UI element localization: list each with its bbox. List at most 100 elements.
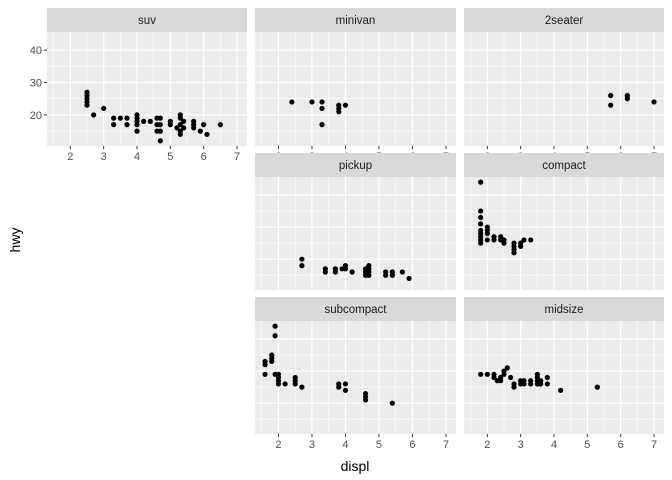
data-point xyxy=(342,387,349,393)
facet-strip-label: compact xyxy=(542,160,586,172)
facet-strip-label: minivan xyxy=(336,15,376,27)
x-tick-label: 4 xyxy=(551,439,557,451)
facet-strip-label: suv xyxy=(138,15,156,27)
data-point xyxy=(157,115,163,121)
data-point xyxy=(147,118,153,124)
x-tick-label: 5 xyxy=(584,439,590,451)
y-tick-label: 40 xyxy=(30,45,42,57)
data-point xyxy=(269,358,275,365)
data-point xyxy=(157,122,163,128)
facet-strip-label: 2seater xyxy=(545,15,584,27)
data-point xyxy=(478,240,484,246)
data-point xyxy=(141,118,147,124)
x-tick-label: 5 xyxy=(167,151,173,163)
data-point xyxy=(134,122,140,128)
panel-background xyxy=(464,321,664,434)
panel-background xyxy=(255,32,456,146)
facet-strip xyxy=(464,8,664,32)
facet-panel-2seater: 2seater234567 xyxy=(464,8,664,163)
data-point xyxy=(484,237,490,243)
panel-background xyxy=(47,32,247,146)
x-tick-label: 6 xyxy=(618,439,624,451)
data-point xyxy=(608,92,614,99)
data-point xyxy=(322,269,328,275)
facet-panel-compact: compact xyxy=(464,153,664,290)
data-point xyxy=(342,381,349,387)
data-point xyxy=(518,243,524,249)
data-point xyxy=(111,115,117,121)
panel-background xyxy=(464,177,664,290)
data-point xyxy=(204,131,210,137)
data-point xyxy=(309,99,315,105)
data-point xyxy=(157,138,163,144)
facet-strip xyxy=(255,297,456,321)
data-point xyxy=(177,122,183,128)
data-point xyxy=(528,381,534,387)
data-point xyxy=(478,179,484,185)
x-tick-label: 3 xyxy=(309,439,315,451)
y-tick-label: 20 xyxy=(30,110,42,122)
data-point xyxy=(84,102,90,108)
data-point xyxy=(624,96,630,102)
facet-panel-midsize: midsize 2 3 4 5 6 7 xyxy=(464,297,664,451)
data-point xyxy=(336,109,342,115)
data-point xyxy=(478,371,484,377)
data-point xyxy=(491,237,497,243)
data-point xyxy=(262,362,268,368)
x-tick-label: 4 xyxy=(134,151,140,163)
facet-strip-label: subcompact xyxy=(324,304,387,316)
data-point xyxy=(272,323,278,329)
data-point xyxy=(275,381,282,387)
data-point xyxy=(511,250,517,256)
data-point xyxy=(181,125,187,131)
data-point xyxy=(336,384,342,390)
x-tick-label: 7 xyxy=(651,439,657,451)
data-point xyxy=(101,105,107,112)
facet-strip xyxy=(255,8,456,32)
data-point xyxy=(191,125,197,131)
data-point xyxy=(201,122,207,128)
panel-background xyxy=(255,177,456,290)
data-point xyxy=(349,269,355,275)
data-point xyxy=(299,384,305,390)
data-point xyxy=(478,221,484,227)
data-point xyxy=(521,237,527,243)
x-tick-label: 2 xyxy=(484,439,490,451)
x-tick-label: 6 xyxy=(201,151,207,163)
facet-strip-label: midsize xyxy=(545,304,584,316)
data-point xyxy=(134,128,140,134)
data-point xyxy=(501,368,507,374)
data-point xyxy=(544,374,550,381)
data-point xyxy=(491,371,497,377)
data-point xyxy=(177,115,183,121)
panel-background xyxy=(464,32,664,146)
data-point xyxy=(651,99,657,105)
facet-panel-suv: suv 20 30 40 2 3 4 5 6 7 xyxy=(30,8,247,163)
data-point xyxy=(167,122,173,128)
data-point xyxy=(508,374,514,381)
data-point xyxy=(272,333,278,339)
data-point xyxy=(299,256,305,262)
x-tick-label: 7 xyxy=(443,439,449,451)
data-point xyxy=(124,115,130,121)
data-point xyxy=(406,275,412,282)
data-point xyxy=(217,122,223,128)
data-point xyxy=(399,269,405,275)
data-point xyxy=(289,99,295,105)
facet-panel-pickup: pickup xyxy=(255,153,456,290)
panel-background xyxy=(255,321,456,434)
data-point xyxy=(538,381,544,387)
data-point xyxy=(197,128,203,134)
data-point xyxy=(521,378,527,384)
x-tick-label: 7 xyxy=(234,151,240,163)
data-point xyxy=(501,240,507,246)
data-point xyxy=(558,387,564,393)
x-tick-label: 2 xyxy=(275,439,281,451)
data-point xyxy=(383,272,389,278)
data-point xyxy=(342,266,349,272)
data-point xyxy=(484,230,490,237)
x-tick-label: 5 xyxy=(376,439,382,451)
data-point xyxy=(181,118,187,124)
facet-panel-subcompact: subcompact 2 3 4 5 6 7 xyxy=(255,297,456,451)
x-tick-label: 2 xyxy=(67,151,73,163)
